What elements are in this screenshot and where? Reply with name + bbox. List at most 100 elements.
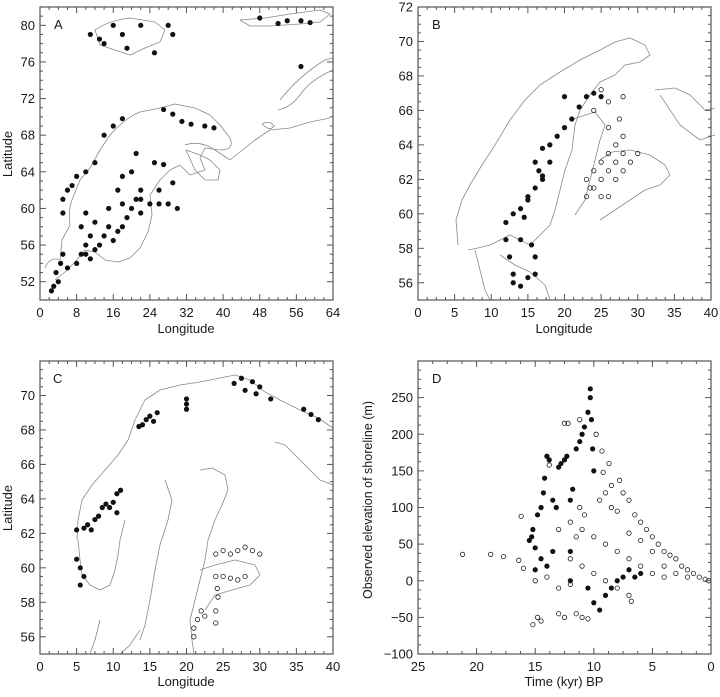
filled-data-point (307, 19, 313, 26)
x-tick-label: 30 (631, 305, 645, 320)
filled-data-point (110, 499, 116, 505)
filled-data-point (170, 31, 176, 38)
filled-data-point (114, 491, 120, 497)
open-data-point (198, 608, 204, 614)
y-axis-label-c: Latitude (0, 485, 15, 531)
open-data-point (500, 553, 507, 560)
filled-data-point (124, 214, 130, 221)
open-data-point (620, 490, 626, 496)
filled-data-point (183, 406, 190, 412)
filled-data-point (92, 516, 98, 523)
open-data-point (690, 570, 697, 577)
filled-data-point (550, 548, 556, 555)
filled-data-point (87, 31, 93, 38)
open-data-point (227, 575, 234, 581)
filled-data-point (532, 254, 538, 260)
panel-label-d: D (432, 371, 441, 386)
open-data-point (597, 497, 603, 503)
filled-data-point (532, 567, 538, 573)
open-data-point (214, 585, 220, 592)
x-tick-label: 0 (414, 305, 421, 320)
filled-data-point (510, 211, 516, 217)
filled-data-point (553, 504, 559, 511)
filled-data-point (117, 487, 124, 493)
panel-b: 0 5 10 15 20 25 30 35 40 56 58 60 62 64 66 68 70 72 B Lon… (399, 0, 719, 336)
filled-data-point (81, 573, 87, 580)
filled-data-point (101, 132, 107, 138)
filled-data-point (115, 187, 121, 193)
open-data-point (613, 176, 619, 182)
filled-data-point (151, 50, 158, 56)
open-data-point (661, 574, 667, 580)
x-tick-label: 20 (557, 305, 571, 320)
filled-data-point (257, 384, 263, 390)
filled-data-point (83, 210, 89, 216)
open-data-point (605, 168, 612, 174)
y-tick-label: 60 (399, 206, 413, 221)
open-data-point (520, 565, 527, 571)
open-data-point (556, 585, 562, 591)
open-data-point (608, 482, 614, 489)
filled-data-point (579, 431, 585, 437)
filled-data-point (106, 205, 112, 212)
filled-data-point (569, 116, 575, 122)
y-tick-label: 58 (21, 595, 35, 610)
open-data-point (673, 556, 679, 562)
y-tick-label: 64 (399, 137, 413, 152)
open-data-point (613, 142, 619, 148)
filled-data-point (506, 254, 513, 260)
open-data-point (591, 168, 597, 174)
filled-data-point (517, 206, 524, 212)
y-tick-label: 70 (399, 34, 413, 49)
filled-data-point (626, 567, 632, 573)
x-tick-label: 15 (521, 305, 535, 320)
filled-data-point (151, 160, 158, 166)
filled-data-point (139, 422, 146, 428)
filled-data-point (525, 274, 531, 281)
open-data-point (573, 611, 579, 617)
filled-data-point (170, 111, 176, 117)
x-tick-label: 32 (179, 305, 193, 320)
open-data-point (538, 618, 544, 624)
filled-data-point (128, 169, 135, 175)
open-data-point (249, 547, 256, 554)
open-data-point (556, 611, 562, 617)
open-data-point (242, 573, 248, 580)
filled-data-point (133, 196, 139, 202)
open-data-point (459, 551, 466, 557)
filled-data-point (88, 527, 94, 533)
open-data-point (620, 150, 626, 157)
open-data-point (591, 107, 597, 114)
filled-data-point (87, 256, 93, 262)
filled-data-point (143, 417, 149, 423)
open-data-point (649, 534, 656, 540)
open-data-point (598, 87, 604, 93)
filled-data-point (64, 265, 71, 271)
filled-data-point (92, 219, 98, 225)
open-data-point (605, 99, 612, 105)
filled-data-point (115, 228, 121, 234)
filled-data-point (74, 527, 80, 533)
x-tick-label: 25 (216, 659, 230, 674)
open-data-point (546, 462, 552, 468)
x-tick-label: 5 (451, 305, 458, 320)
open-data-point (577, 504, 583, 511)
filled-data-point (530, 526, 536, 533)
open-data-point (556, 526, 562, 533)
scatter-points-a (48, 15, 313, 294)
filled-data-point (591, 468, 597, 474)
filled-data-point (577, 438, 583, 445)
open-data-point (605, 193, 612, 200)
y-tick-label: −100 (384, 647, 413, 662)
open-data-point (616, 116, 623, 122)
filled-data-point (521, 214, 527, 220)
y-tick-label: 80 (21, 18, 35, 33)
x-tick-label: 40 (216, 305, 230, 320)
y-tick-label: −50 (391, 610, 413, 625)
axis-ticks-c: 0 5 10 15 20 25 30 35 40 56 58 60 62 64 66 68 70 (21, 361, 340, 674)
filled-data-point (301, 406, 307, 412)
filled-data-point (85, 522, 91, 528)
filled-data-point (101, 41, 107, 47)
